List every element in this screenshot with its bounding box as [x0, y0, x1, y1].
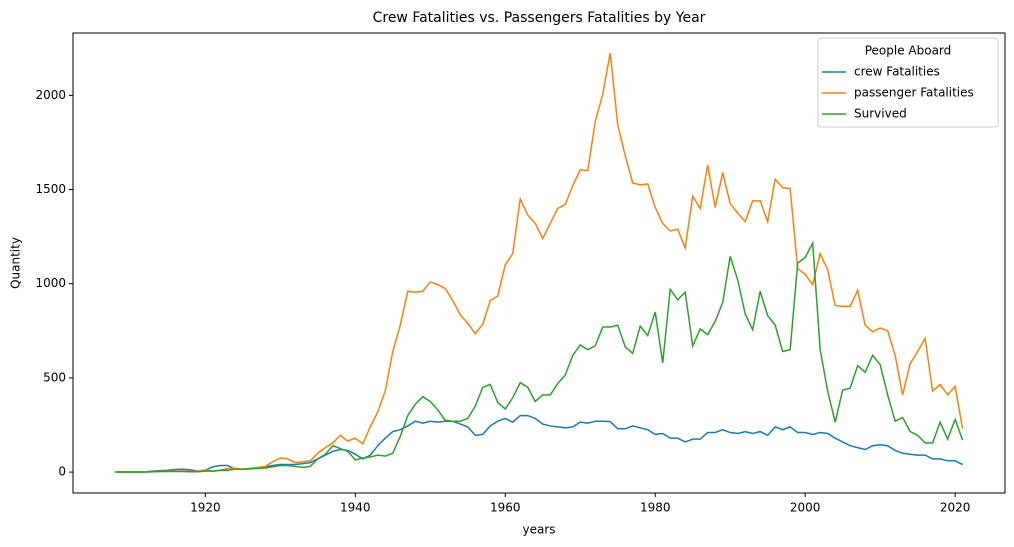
- y-tick-label: 0: [58, 465, 66, 479]
- x-tick-label: 1920: [190, 501, 221, 515]
- y-tick-label: 2000: [35, 88, 66, 102]
- x-tick-label: 1960: [490, 501, 521, 515]
- x-tick-label: 1980: [640, 501, 671, 515]
- x-tick-label: 1940: [340, 501, 371, 515]
- legend-box: [817, 37, 999, 128]
- y-tick-label: 500: [43, 370, 66, 384]
- line-series: [115, 52, 964, 473]
- legend-label: crew Fatalities: [854, 65, 940, 79]
- y-axis-label: Quantity: [9, 237, 23, 289]
- legend-label: passenger Fatalities: [854, 86, 974, 100]
- y-tick-label: 1500: [35, 182, 66, 196]
- x-tick-label: 2020: [940, 501, 971, 515]
- x-axis-label: years: [522, 523, 555, 537]
- x-tick-label: 2000: [790, 501, 821, 515]
- plot-frame: [72, 32, 1006, 494]
- chart-title: Crew Fatalities vs. Passengers Fatalitie…: [373, 10, 706, 26]
- y-tick-label: 1000: [35, 276, 66, 290]
- line-series: [115, 414, 963, 473]
- line-series: [115, 240, 964, 473]
- legend-title: People Aboard: [865, 44, 952, 58]
- legend-label: Survived: [854, 107, 907, 121]
